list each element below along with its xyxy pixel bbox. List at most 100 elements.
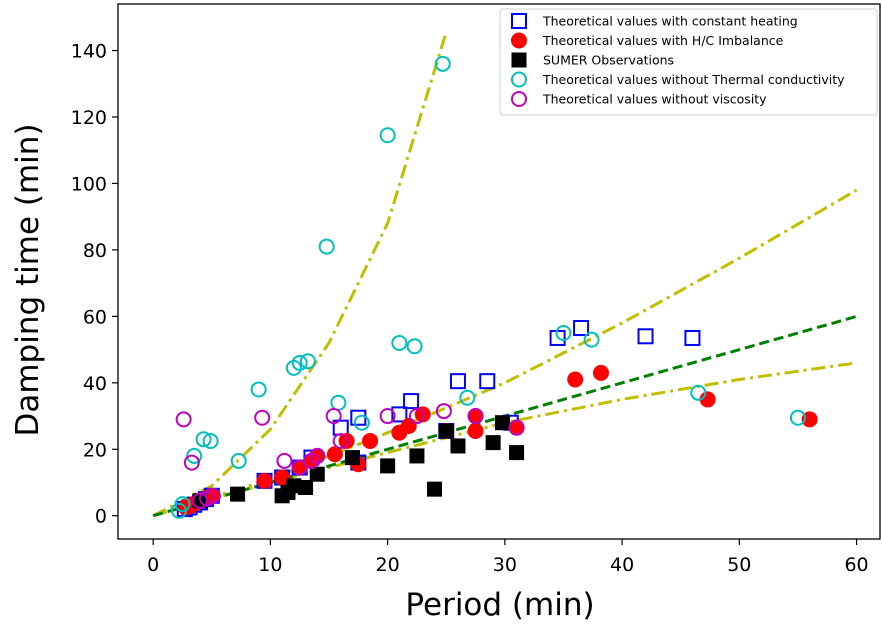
data-point	[326, 446, 343, 463]
data-point	[318, 238, 335, 255]
x-tick-label: 20	[376, 554, 400, 576]
x-tick-label: 60	[844, 554, 868, 576]
data-point	[298, 479, 314, 495]
data-point	[204, 487, 221, 504]
data-point	[286, 478, 302, 494]
data-point	[555, 324, 572, 341]
data-point	[344, 450, 360, 466]
data-point	[353, 414, 370, 431]
data-point	[438, 423, 454, 439]
data-point	[291, 459, 308, 476]
data-point	[409, 448, 425, 464]
y-axis-label: Damping time (min)	[10, 123, 46, 436]
data-point	[573, 319, 590, 336]
data-point	[583, 331, 600, 348]
plot-area	[152, 31, 858, 519]
x-tick-label: 10	[258, 554, 282, 576]
data-point	[186, 447, 203, 464]
legend-label: SUMER Observations	[543, 53, 674, 68]
data-point	[379, 127, 396, 144]
data-point	[508, 419, 525, 436]
data-point	[325, 408, 342, 425]
legend-marker	[511, 91, 527, 107]
y-tick-label: 100	[71, 173, 107, 195]
y-tick-label: 140	[71, 41, 107, 63]
x-tick-label: 40	[610, 554, 634, 576]
data-point	[175, 411, 192, 428]
data-point	[406, 338, 423, 355]
legend-marker	[511, 13, 527, 29]
data-point	[485, 435, 501, 451]
x-tick-label: 0	[147, 554, 159, 576]
data-point	[690, 384, 707, 401]
plot-frame	[117, 3, 881, 540]
data-point	[380, 458, 396, 474]
y-tick-label: 0	[95, 506, 107, 528]
data-point	[699, 391, 716, 408]
data-point	[434, 55, 451, 72]
data-point	[174, 496, 191, 513]
data-point	[362, 432, 379, 449]
data-point	[230, 452, 247, 469]
data-point	[391, 334, 408, 351]
axes: 0 10 20 30 40 50 60 0 20 40 60 80 100 120 140	[71, 3, 881, 576]
legend-label: Theoretical values without viscosity	[542, 92, 767, 107]
data-point	[195, 431, 212, 448]
y-tick-label: 80	[83, 240, 107, 262]
data-point	[379, 408, 396, 425]
data-point	[427, 481, 443, 497]
series-3	[192, 415, 525, 509]
data-point	[408, 408, 425, 425]
legend-marker	[511, 32, 527, 49]
data-point	[276, 452, 293, 469]
data-point	[309, 466, 325, 482]
data-point	[467, 408, 484, 425]
x-tick-label: 30	[493, 554, 517, 576]
data-point	[459, 389, 476, 406]
legend-label: Theoretical values with H/C Imbalance	[542, 33, 784, 48]
trend-line	[152, 31, 448, 518]
data-point	[202, 432, 219, 449]
data-point	[684, 329, 701, 346]
data-point	[250, 381, 267, 398]
data-point	[183, 454, 200, 471]
data-point	[400, 418, 417, 435]
data-point	[435, 403, 452, 420]
data-point	[467, 423, 484, 440]
data-point	[479, 373, 496, 390]
data-point	[338, 432, 355, 449]
y-tick-label: 60	[83, 306, 107, 328]
data-point	[291, 354, 308, 371]
data-point	[567, 371, 584, 388]
data-point	[637, 328, 654, 345]
data-point	[254, 409, 271, 426]
data-point	[403, 393, 420, 410]
y-tick-label: 40	[83, 373, 107, 395]
data-point	[508, 419, 525, 436]
y-tick-label: 20	[83, 439, 107, 461]
legend-label: Theoretical values without Thermal condu…	[542, 72, 845, 87]
data-point	[789, 409, 806, 426]
data-point	[332, 432, 349, 449]
series-4	[170, 55, 806, 519]
data-point	[495, 415, 511, 431]
data-point	[291, 459, 308, 476]
data-point	[801, 411, 818, 428]
trend-line	[152, 361, 857, 518]
y-tick-label: 120	[71, 107, 107, 129]
data-point	[274, 469, 291, 486]
legend-box	[499, 8, 878, 116]
legend-marker	[511, 71, 527, 88]
x-axis-label: Period (min)	[405, 587, 594, 623]
data-point	[299, 353, 316, 370]
data-point	[230, 486, 246, 502]
data-point	[330, 394, 347, 411]
legend-marker	[511, 52, 527, 68]
data-point	[467, 408, 484, 425]
legend: Theoretical values with constant heating…	[499, 8, 878, 116]
data-point	[450, 438, 466, 454]
data-point	[449, 373, 466, 390]
data-point	[256, 472, 273, 489]
data-point	[391, 406, 408, 423]
